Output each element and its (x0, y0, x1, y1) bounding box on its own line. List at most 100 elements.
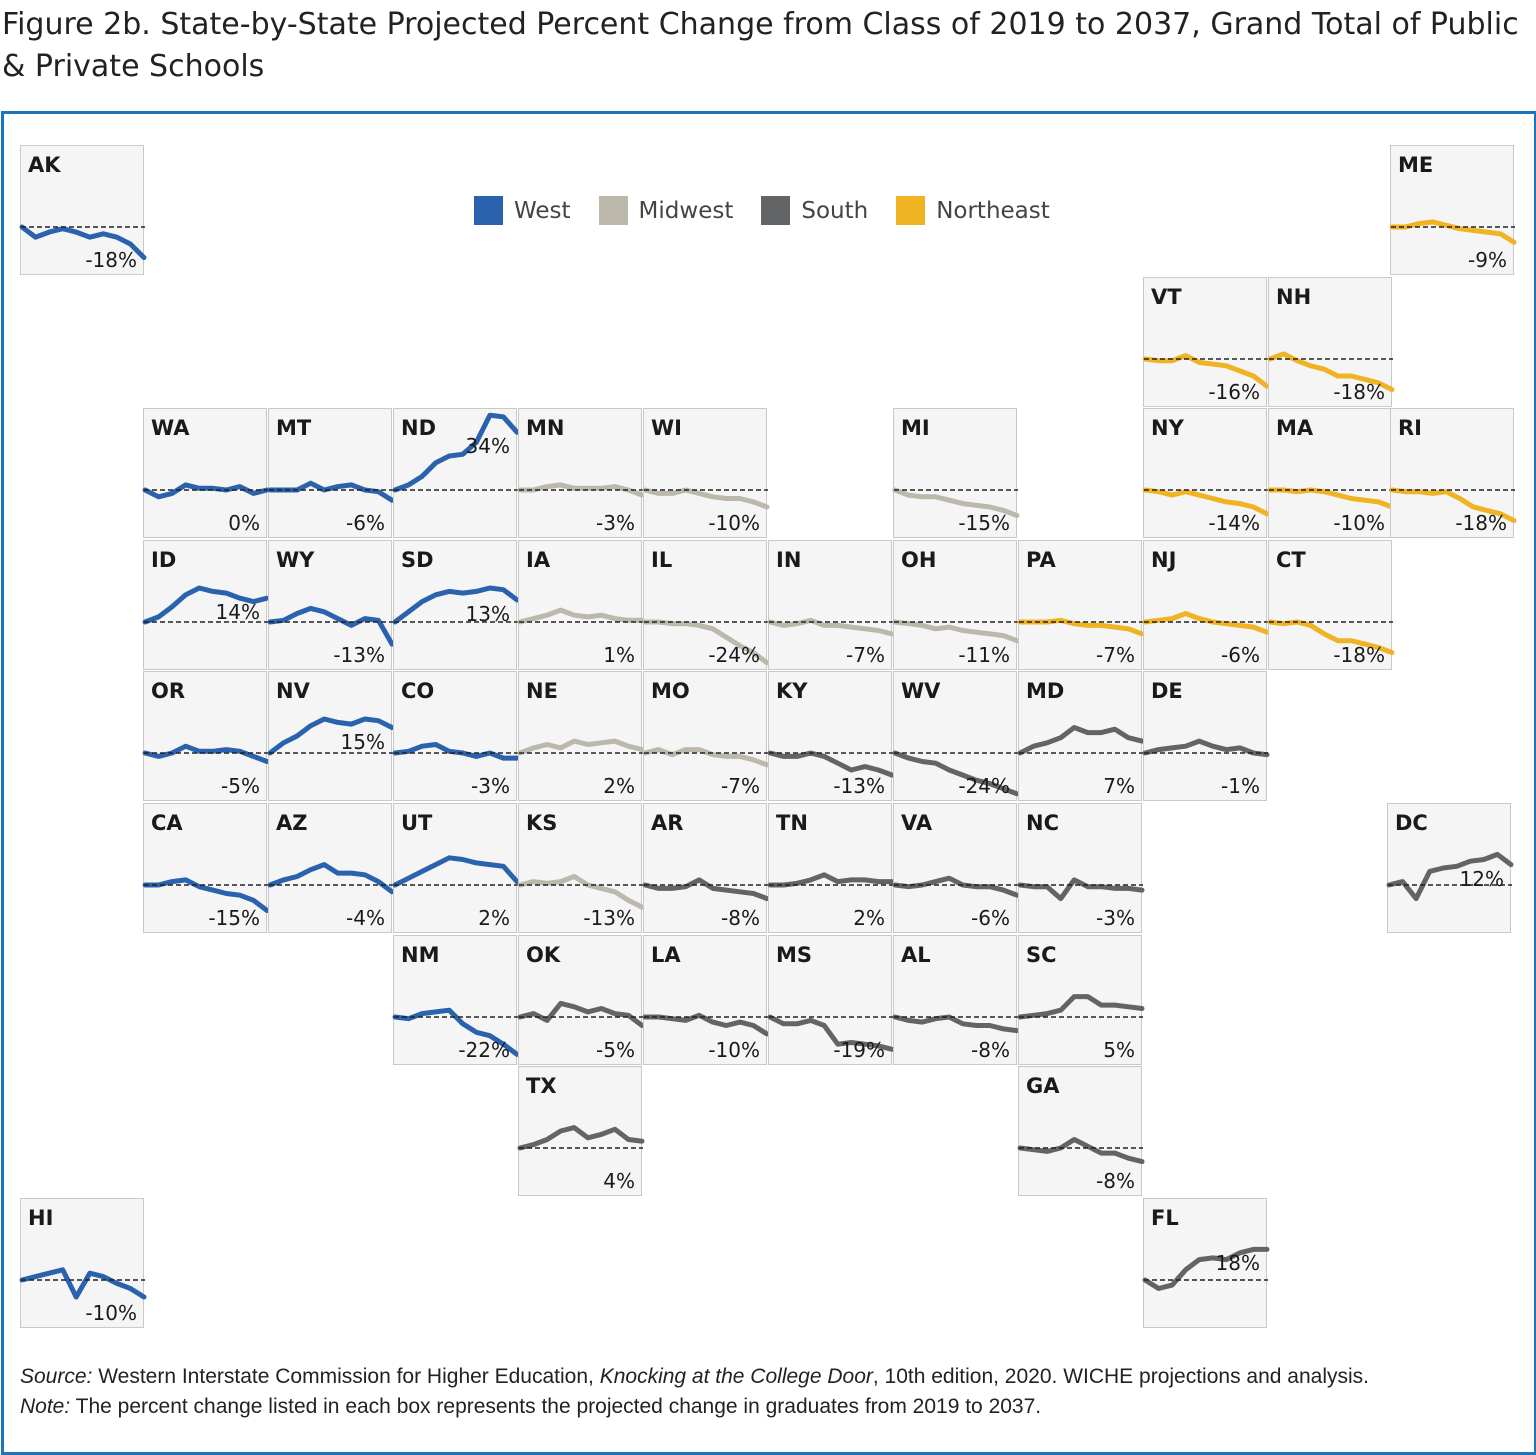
tile-de: DE -1% (1142, 671, 1270, 802)
tile-wa: WA 0% (142, 408, 270, 539)
percent-change-label: -7% (721, 774, 760, 799)
series-line-wy (267, 605, 395, 647)
series-line-nh (1267, 350, 1395, 392)
notes: Source: Western Interstate Commission fo… (20, 1362, 1520, 1422)
percent-change-label: 12% (1459, 866, 1504, 891)
series-line-al (892, 1014, 1020, 1033)
state-label: PA (1026, 547, 1056, 572)
series-line-la (642, 1012, 770, 1037)
tile-ia: IA 1% (517, 539, 645, 670)
legend-label-south: South (801, 197, 869, 224)
state-label: WY (276, 547, 315, 572)
series-line-ak (19, 224, 147, 261)
series-line-fl (1142, 1246, 1270, 1291)
state-label: NH (1276, 284, 1312, 309)
series-line-va (892, 875, 1020, 898)
percent-change-label: 2% (603, 774, 635, 799)
tile-ne: NE 2% (517, 671, 645, 802)
sparkline-il (642, 619, 770, 666)
percent-change-label: -8% (721, 906, 760, 930)
state-label: WI (651, 416, 682, 441)
sparkline-ok (517, 1000, 645, 1028)
tile-la: LA -10% (642, 934, 770, 1065)
state-label: ME (1398, 153, 1434, 177)
percent-change-label: -13% (583, 906, 635, 930)
state-label: NV (276, 679, 310, 704)
sparkline-ut (392, 855, 520, 888)
percent-change-label: -10% (708, 1037, 760, 1062)
sparkline-sd (392, 585, 520, 625)
tile-ma: MA -10% (1267, 408, 1395, 539)
series-line-in (767, 617, 895, 637)
series-line-pa (1017, 617, 1145, 637)
sparkline-tn (767, 872, 895, 888)
tile-az: AZ -4% (267, 803, 395, 933)
source-label: Source: (20, 1365, 93, 1388)
series-line-hi (19, 1267, 147, 1300)
tile-nm: NM -22% (392, 934, 520, 1065)
series-line-sd (392, 585, 520, 625)
series-line-mt (267, 480, 395, 503)
sparkline-ks (517, 874, 645, 910)
state-label: DE (1151, 679, 1183, 704)
percent-change-label: -18% (1333, 642, 1385, 667)
note-label: Note: (20, 1395, 71, 1418)
percent-change-label: -15% (208, 906, 260, 930)
percent-change-label: 15% (340, 729, 385, 754)
tile-nc: NC -3% (1017, 803, 1145, 933)
source-note: Source: Western Interstate Commission fo… (20, 1362, 1520, 1392)
percent-change-label: 7% (1103, 774, 1135, 799)
series-line-or (142, 744, 270, 765)
state-label: SD (401, 547, 434, 572)
series-line-sc (1017, 993, 1145, 1020)
series-line-wa (142, 482, 270, 500)
series-line-nm (392, 1007, 520, 1057)
percent-change-label: -6% (346, 511, 385, 536)
series-line-nd (392, 412, 520, 493)
percent-change-label: -18% (1333, 379, 1385, 404)
percent-change-label: -6% (971, 906, 1010, 930)
percent-change-label: -5% (596, 1037, 635, 1062)
tile-ak: AK -18% (19, 145, 147, 275)
percent-change-label: -16% (1208, 379, 1260, 404)
tile-nh: NH -18% (1267, 276, 1395, 407)
percent-change-label: -14% (1208, 511, 1260, 536)
state-label: WV (901, 679, 941, 704)
tile-mi: MI -15% (892, 408, 1020, 539)
sparkline-md (1017, 725, 1145, 756)
state-label: KY (776, 679, 808, 704)
series-line-mo (642, 747, 770, 768)
state-label: WA (151, 416, 190, 441)
percent-change-label: -5% (221, 774, 260, 799)
state-label: CA (151, 811, 183, 835)
sparkline-de (1142, 738, 1270, 758)
percent-change-label: -9% (1468, 248, 1507, 272)
sparkline-ky (767, 750, 895, 778)
percent-change-label: -13% (833, 774, 885, 799)
percent-change-label: 1% (603, 642, 635, 667)
tile-ca: CA -15% (142, 803, 270, 933)
sparkline-pa (1017, 617, 1145, 637)
sparkline-me (1389, 219, 1517, 245)
series-line-tn (767, 872, 895, 888)
series-line-vt (1142, 352, 1270, 389)
percent-change-label: -19% (833, 1037, 885, 1062)
percent-change-label: 13% (465, 601, 510, 626)
tile-ri: RI -18% (1389, 408, 1517, 539)
legend-label-midwest: Midwest (638, 197, 734, 224)
state-label: MI (901, 416, 930, 441)
tile-ct: CT -18% (1267, 539, 1395, 670)
percent-change-label: -6% (1221, 642, 1260, 667)
state-label: DC (1395, 811, 1428, 835)
source-title: Knocking at the College Door (599, 1365, 873, 1388)
sparkline-wv (892, 750, 1020, 797)
tile-id: ID 14% (142, 539, 270, 670)
sparkline-nc (1017, 877, 1145, 902)
series-line-mn (517, 482, 645, 498)
source-text-2: , 10th edition, 2020. WICHE projections … (872, 1365, 1369, 1388)
percent-change-label: -8% (971, 1037, 1010, 1062)
state-label: MS (776, 942, 813, 967)
sparkline-ma (1267, 487, 1395, 510)
state-label: NC (1026, 811, 1059, 835)
state-label: AZ (276, 811, 308, 835)
